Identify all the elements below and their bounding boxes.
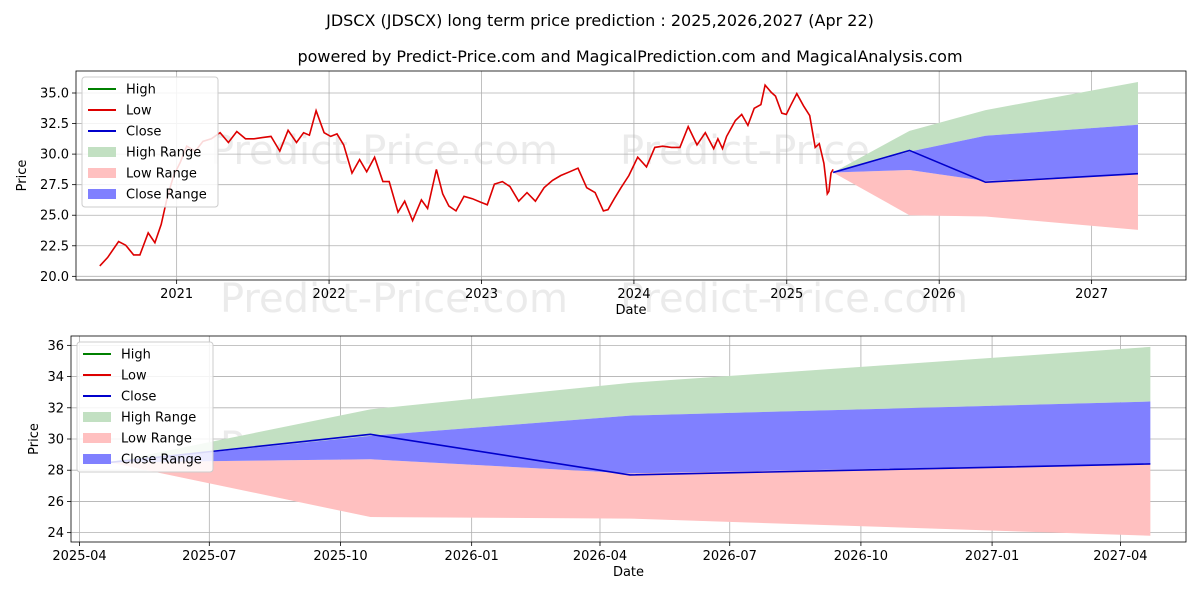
x-tick-label: 2026-04 bbox=[573, 549, 627, 564]
legend-label: Close Range bbox=[121, 453, 202, 468]
x-tick-label: 2027 bbox=[1075, 287, 1108, 302]
legend-swatch-area bbox=[88, 189, 116, 199]
x-tick-label: 2026 bbox=[923, 287, 956, 302]
legend-label: Low Range bbox=[126, 167, 197, 182]
low-history-line bbox=[99, 83, 834, 267]
y-tick-label: 20.0 bbox=[40, 270, 69, 285]
legend-swatch-area bbox=[83, 433, 111, 443]
legend-label: Close Range bbox=[126, 188, 207, 203]
legend-swatch-area bbox=[88, 147, 116, 157]
y-tick-label: 32.5 bbox=[40, 117, 69, 132]
x-tick-label: 2027-01 bbox=[965, 549, 1019, 564]
y-tick-label: 36 bbox=[47, 339, 64, 354]
top-panel: Predict-Price.com Predict-Price.com Predic… bbox=[15, 70, 1187, 322]
legend-label: Close bbox=[121, 390, 156, 405]
x-tick-label: 2026-01 bbox=[444, 549, 498, 564]
chart-subtitle: powered by Predict-Price.com and Magical… bbox=[297, 47, 962, 66]
x-tick-label: 2025-10 bbox=[313, 549, 367, 564]
legend: High Low Close High Range Low Range Close Ran… bbox=[76, 341, 214, 473]
legend-label: High bbox=[126, 83, 156, 98]
legend-swatch-area bbox=[83, 412, 111, 422]
x-axis-label: Date bbox=[615, 303, 646, 318]
x-tick-label: 2024 bbox=[617, 287, 650, 302]
watermark-text: Predict-Price.com bbox=[220, 276, 568, 322]
y-tick-label: 25.0 bbox=[40, 209, 69, 224]
x-tick-label: 2022 bbox=[313, 287, 346, 302]
y-axis-label: Price bbox=[27, 423, 42, 455]
legend-label: High bbox=[121, 348, 151, 363]
y-tick-label: 32 bbox=[47, 401, 64, 416]
watermark-text: Predict-Price.com bbox=[620, 276, 968, 322]
y-tick-label: 28 bbox=[47, 464, 64, 479]
x-tick-label: 2027-04 bbox=[1093, 549, 1147, 564]
y-tick-label: 22.5 bbox=[40, 239, 69, 254]
legend-label: Low bbox=[126, 104, 152, 119]
close-prediction-line bbox=[109, 433, 1151, 476]
legend-label: High Range bbox=[121, 411, 196, 426]
y-tick-label: 35.0 bbox=[40, 87, 69, 102]
legend: High Low Close High Range Low Range Close Ran… bbox=[81, 76, 219, 208]
close-range-band bbox=[109, 401, 1151, 474]
y-tick-label: 30 bbox=[47, 433, 64, 448]
x-tick-label: 2026-07 bbox=[703, 549, 757, 564]
y-tick-label: 26 bbox=[47, 495, 64, 510]
legend-label: High Range bbox=[126, 146, 201, 161]
high-range-band bbox=[109, 346, 1151, 463]
x-tick-label: 2025 bbox=[770, 287, 803, 302]
close-prediction-line bbox=[832, 149, 1139, 184]
y-axis-label: Price bbox=[15, 160, 30, 192]
low-range-band bbox=[833, 170, 1138, 230]
plot-frame bbox=[70, 335, 1187, 543]
legend-swatch-area bbox=[83, 454, 111, 464]
x-axis-label: Date bbox=[613, 565, 644, 580]
x-tick-label: 2021 bbox=[160, 287, 193, 302]
y-tick-label: 24 bbox=[47, 526, 64, 541]
watermark-text: Predict-Price.com bbox=[210, 128, 558, 174]
x-tick-label: 2025-04 bbox=[52, 549, 106, 564]
y-tick-label: 27.5 bbox=[40, 178, 69, 193]
plot-frame bbox=[75, 70, 1187, 281]
y-tick-label: 34 bbox=[47, 370, 64, 385]
close-range-band bbox=[833, 124, 1138, 181]
legend-label: Close bbox=[126, 125, 161, 140]
x-tick-label: 2026-10 bbox=[834, 549, 888, 564]
x-tick-label: 2023 bbox=[465, 287, 498, 302]
chart-title: JDSCX (JDSCX) long term price prediction… bbox=[325, 11, 874, 30]
legend-swatch-area bbox=[88, 168, 116, 178]
low-range-band bbox=[109, 459, 1151, 536]
y-tick-label: 30.0 bbox=[40, 148, 69, 163]
legend-label: Low Range bbox=[121, 432, 192, 447]
legend-label: Low bbox=[121, 369, 147, 384]
x-tick-label: 2025-07 bbox=[182, 549, 236, 564]
bottom-panel: Predict-Price.comPredict-Price.com2025-0… bbox=[27, 335, 1187, 580]
